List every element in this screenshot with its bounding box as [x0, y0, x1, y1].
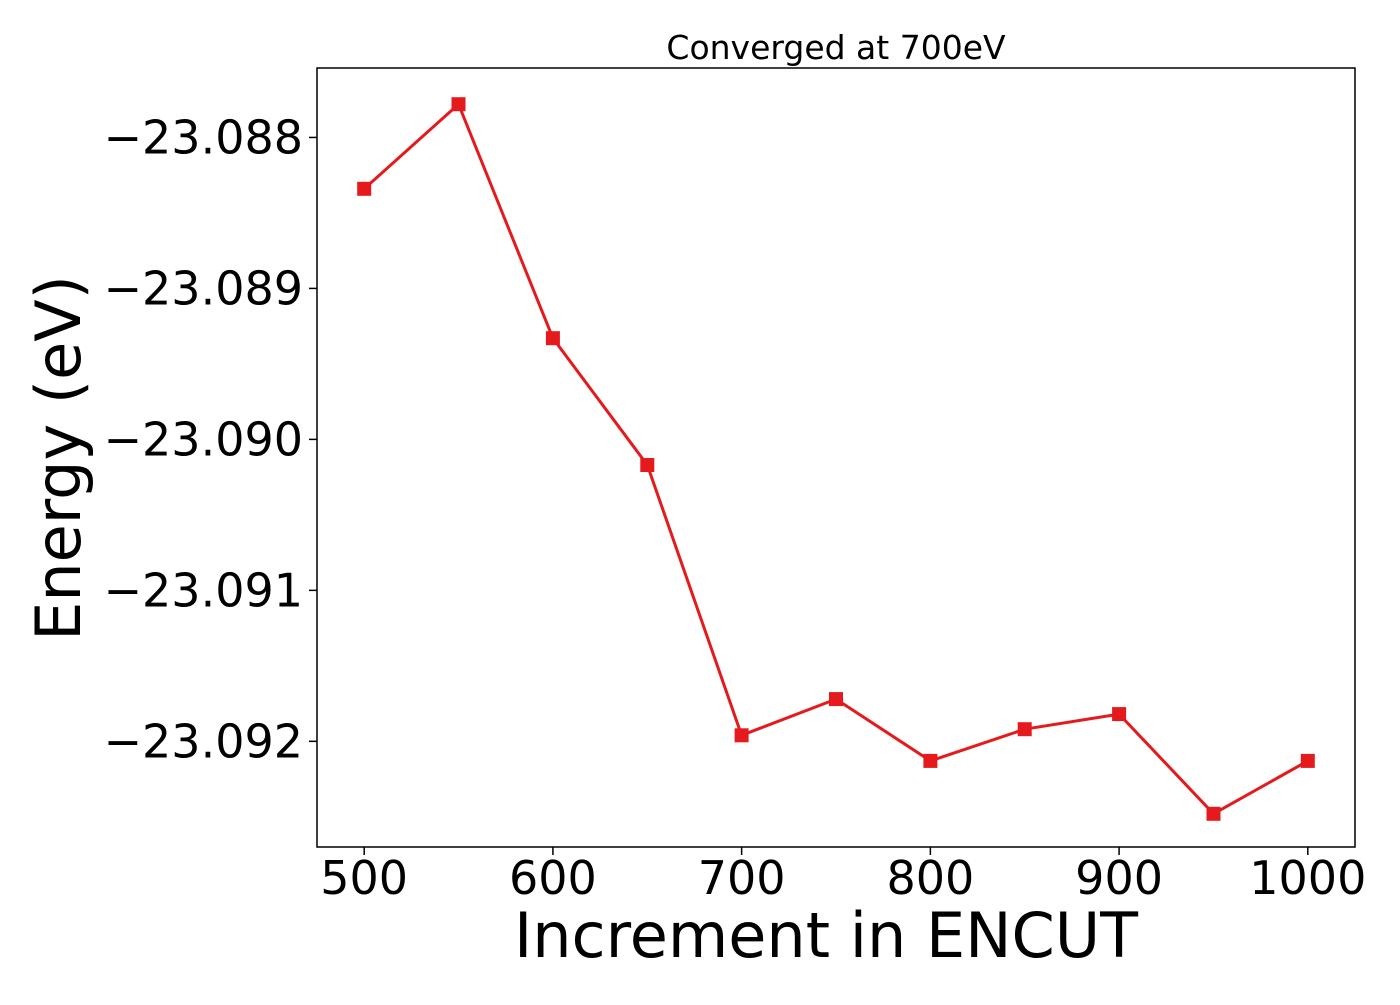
chart-title: Converged at 700eV [666, 28, 1006, 67]
x-tick-label: 900 [1075, 851, 1163, 905]
x-tick-label: 1000 [1249, 851, 1366, 905]
y-tick-label: −23.090 [104, 412, 304, 466]
data-point-marker [1112, 707, 1127, 722]
y-tick-label: −23.089 [104, 261, 304, 315]
data-point-marker [357, 181, 372, 196]
y-tick-label: −23.091 [104, 563, 304, 617]
data-point-marker [640, 458, 655, 472]
data-point-marker [829, 692, 843, 707]
data-point-marker [923, 753, 938, 768]
data-point-marker [1300, 753, 1315, 768]
x-tick-label: 500 [320, 851, 408, 905]
x-tick-label: 800 [886, 851, 974, 905]
y-tick-label: −23.088 [104, 110, 304, 164]
plot-area [316, 67, 1356, 848]
y-axis-ticks: −23.088 −23.089 −23.090 −23.091 −23.092 [104, 110, 317, 768]
x-tick-label: 700 [698, 851, 786, 905]
data-point-marker [734, 728, 749, 743]
data-point-marker [1017, 722, 1032, 737]
plot-frame [316, 67, 1356, 848]
y-axis-label: Energy (eV) [22, 275, 95, 641]
x-axis-ticks: 500 600 700 800 900 1000 [320, 847, 1366, 905]
data-point-marker [545, 331, 560, 346]
data-point-marker [451, 97, 466, 112]
x-axis-label: Increment in ENCUT [514, 899, 1139, 972]
y-tick-label: −23.092 [104, 714, 304, 768]
x-tick-label: 600 [509, 851, 597, 905]
data-point-marker [1206, 806, 1221, 821]
